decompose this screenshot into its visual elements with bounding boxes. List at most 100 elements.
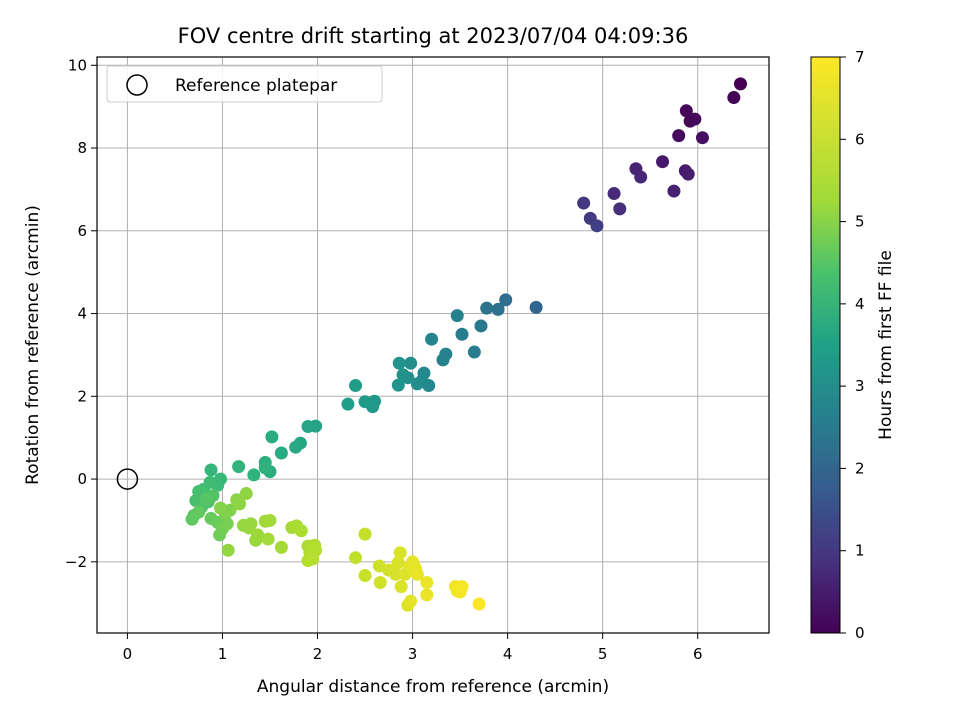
data-point [491,302,505,316]
data-point [404,356,418,370]
chart-title: FOV centre drift starting at 2023/07/04 … [178,24,689,48]
data-point [232,460,246,474]
reference-marker [116,468,139,490]
data-point [349,379,363,393]
data-point [613,202,627,216]
legend-box [106,65,383,103]
data-point [450,309,464,323]
x-axis-label: Angular distance from reference (arcmin) [257,677,609,697]
data-point [393,546,407,560]
data-point [341,397,355,411]
x-tick-label: 6 [693,645,703,663]
data-point [388,567,402,581]
y-axis-ticks: −2 0 2 4 6 8 10 [65,56,97,571]
x-tick-label: 4 [503,645,513,663]
data-point [214,501,228,515]
data-point [306,552,320,566]
data-point [301,420,315,434]
data-point [258,461,272,475]
data-point [251,528,265,542]
data-point [679,104,693,118]
data-point [396,368,410,382]
data-point [695,131,709,145]
y-tick-label: 4 [77,305,87,323]
data-point [474,319,488,333]
colorbar-tick-label: 7 [855,48,865,66]
data-point [274,540,288,554]
data-point [455,580,469,594]
data-point [727,91,741,105]
data-point [263,513,277,527]
y-tick-label: 10 [68,56,87,74]
y-tick-label: 8 [77,139,87,157]
data-point [233,497,247,511]
y-tick-label: 6 [77,222,87,240]
legend-marker-icon [126,74,148,96]
data-point [472,597,486,611]
data-point [681,167,695,181]
data-point [420,576,434,590]
data-point [392,356,406,370]
colorbar-tick-label: 1 [855,542,865,560]
x-tick-label: 2 [313,645,323,663]
colorbar [810,56,841,634]
colorbar-tick-label: 0 [855,624,865,642]
scatter-points [185,77,747,612]
data-point [349,551,363,565]
data-point [634,170,648,184]
data-point [577,196,591,210]
data-point [467,345,481,359]
data-point [425,332,439,346]
data-point [672,129,686,143]
data-point [265,430,279,444]
data-point [404,594,418,608]
data-point [688,112,702,126]
data-point [204,463,218,477]
colorbar-ticks: 0 1 2 3 4 5 6 7 [840,48,865,642]
colorbar-tick-label: 2 [855,459,865,477]
y-tick-label: −2 [65,553,87,571]
data-point [247,468,261,482]
data-point [199,492,213,506]
data-point [391,378,405,392]
x-tick-label: 3 [408,645,418,663]
data-point [294,524,308,538]
data-point [436,353,450,367]
plot-frame [96,56,770,634]
data-point [239,487,253,501]
colorbar-tick-label: 4 [855,295,865,313]
data-point [242,521,256,535]
y-axis-label: Rotation from reference (arcmin) [23,205,43,485]
y-tick-label: 2 [77,387,87,405]
data-point [607,187,621,201]
data-point [499,293,513,307]
data-point [373,576,387,590]
y-tick-label: 0 [77,470,87,488]
x-tick-label: 1 [218,645,228,663]
data-point [733,77,747,91]
data-point [358,568,372,582]
legend: Reference platepar [106,65,383,103]
legend-label: Reference platepar [175,76,337,96]
colorbar-tick-label: 3 [855,377,865,395]
data-point [261,532,275,546]
data-point [410,377,424,391]
data-point [289,440,303,454]
data-point [221,543,235,557]
x-axis-ticks: 0 1 2 3 4 5 6 [123,633,703,663]
colorbar-tick-label: 6 [855,130,865,148]
colorbar-label: Hours from first FF file [876,250,896,440]
data-point [590,219,604,233]
data-point [358,527,372,541]
data-point [656,155,670,169]
data-point [667,184,681,198]
data-point [394,580,408,594]
data-point [192,505,206,519]
data-point [274,446,288,460]
data-point [358,395,372,409]
data-point [420,588,434,602]
data-point [480,301,494,315]
data-point [391,556,405,570]
data-point [410,567,424,581]
